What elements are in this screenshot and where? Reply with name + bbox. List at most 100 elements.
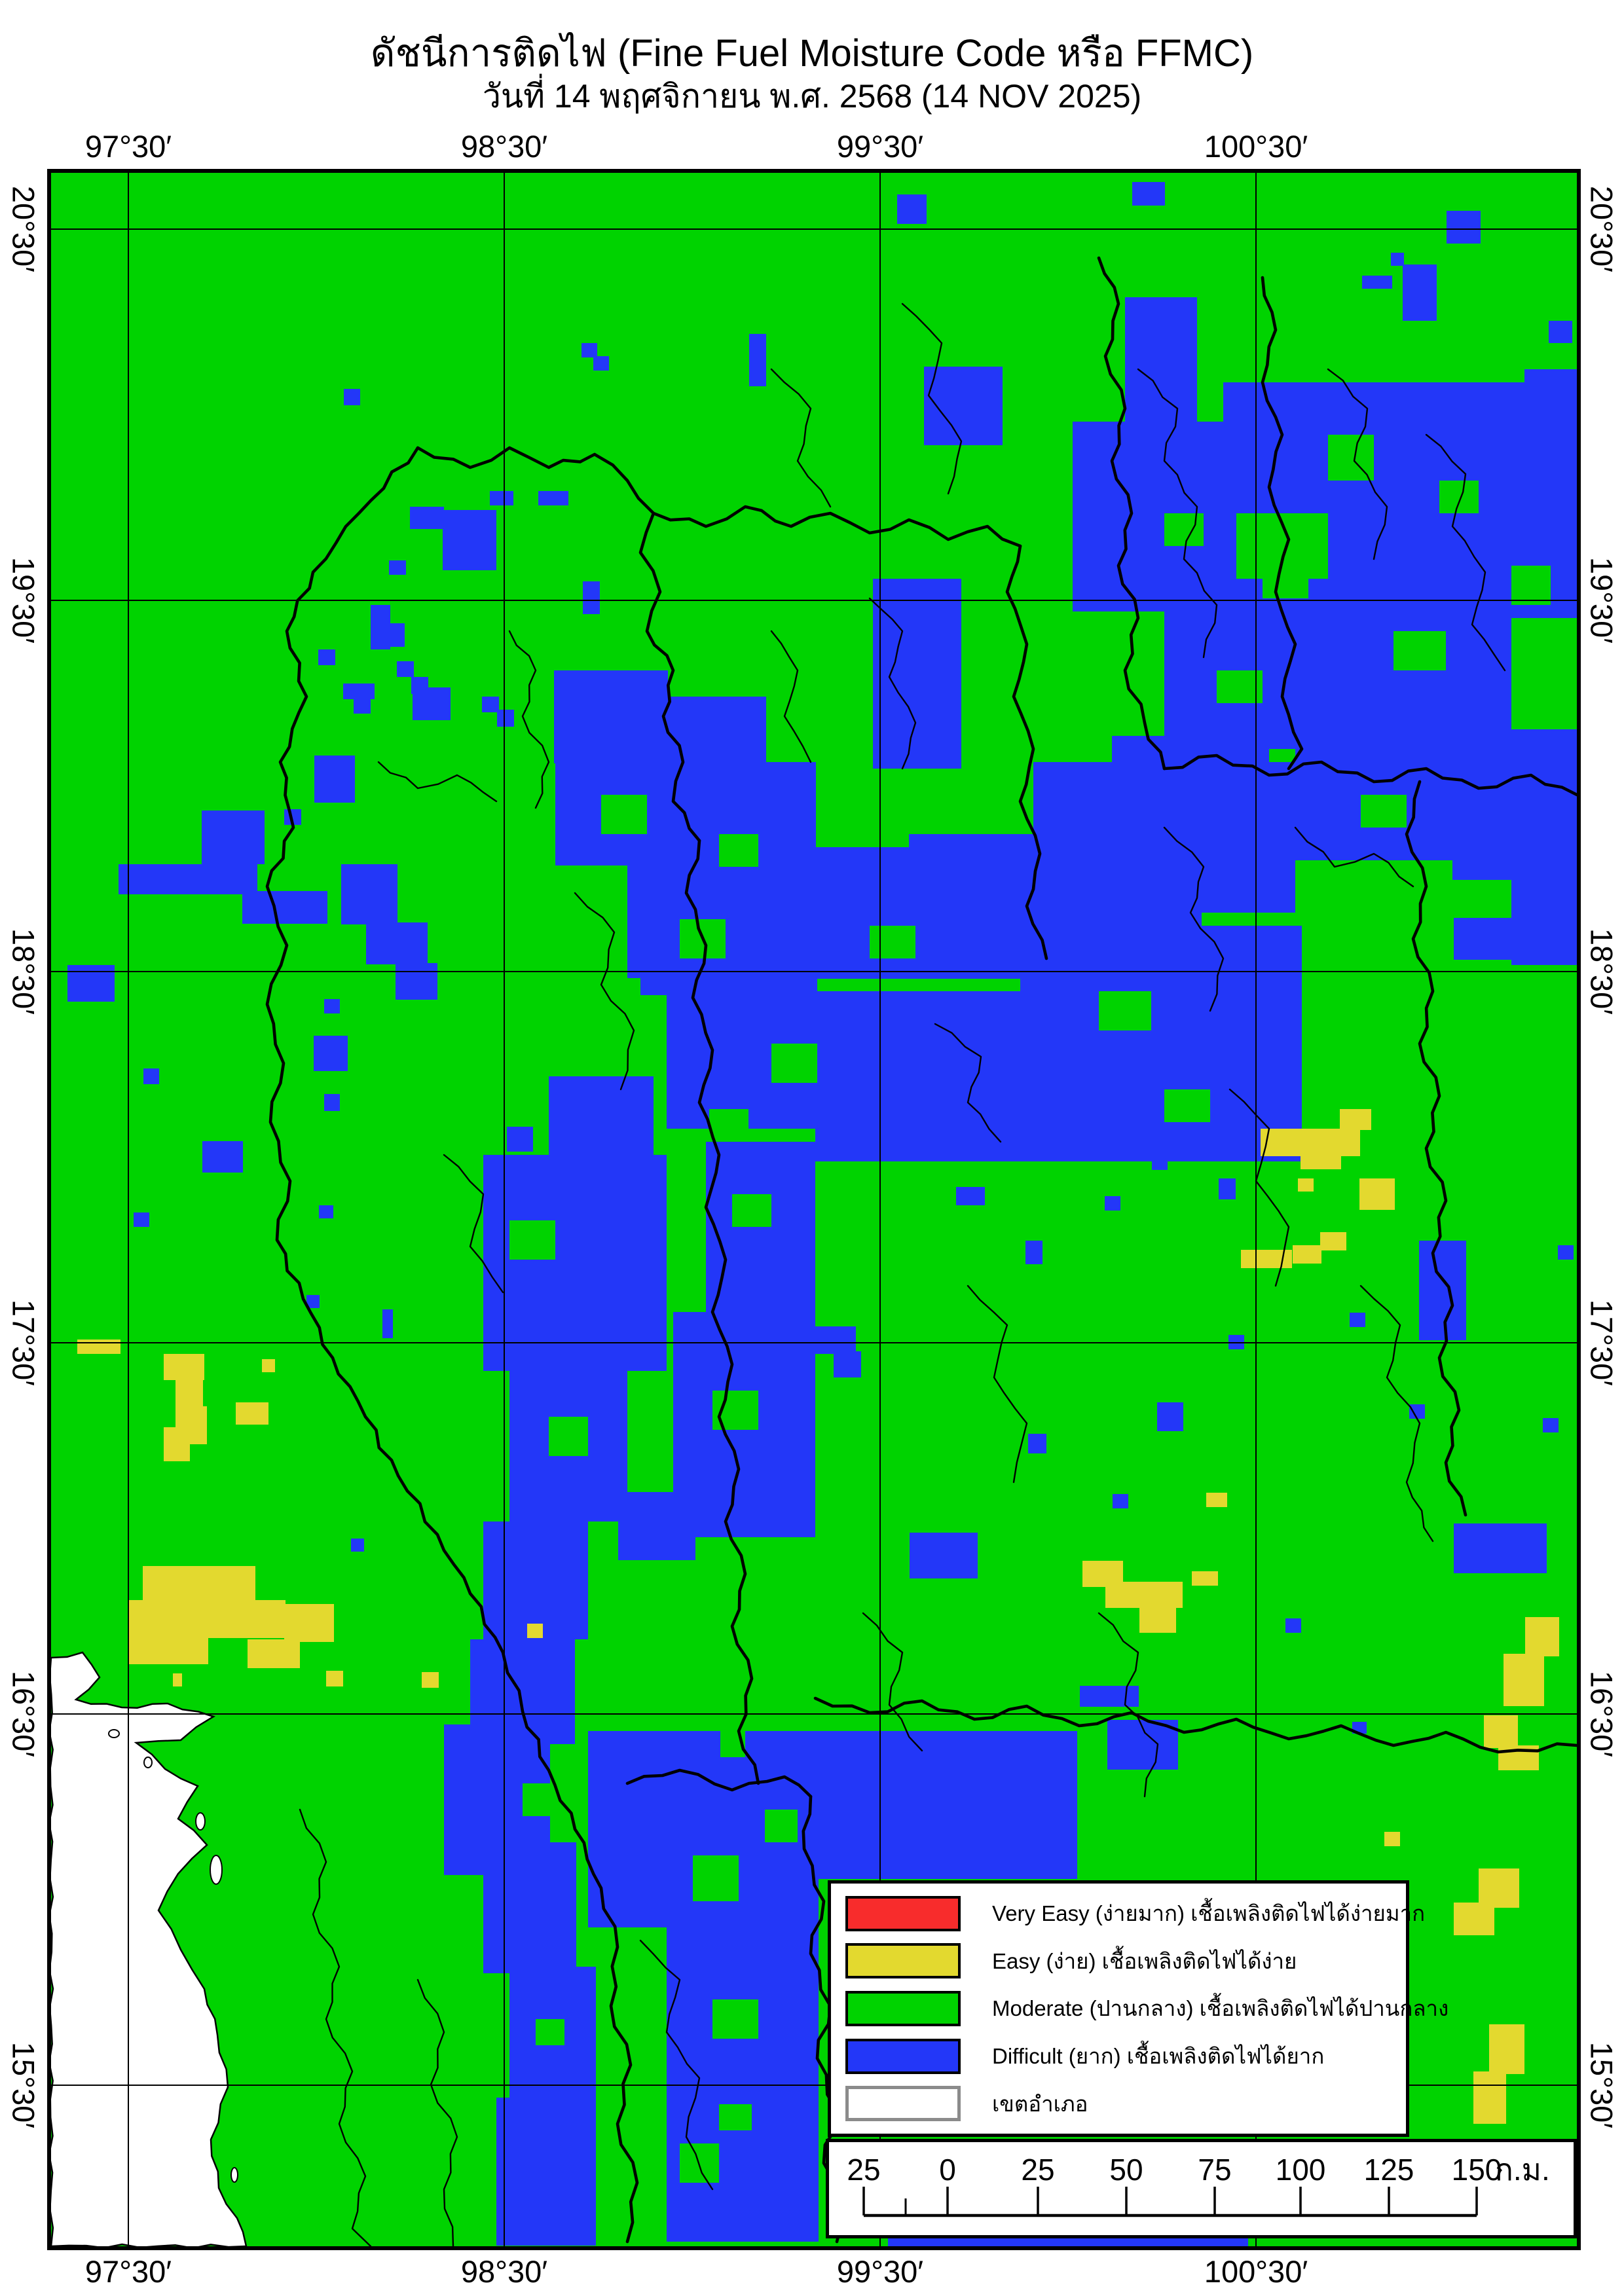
easy-cell	[208, 1600, 286, 1638]
legend-row-easy: Easy (ง่าย) เชื้อเพลิงติดไฟได้ง่าย	[831, 1943, 1406, 1979]
difficult-cell	[549, 1076, 654, 1168]
easy-cell	[1301, 1151, 1341, 1169]
easy-cell	[1105, 1582, 1183, 1608]
island	[231, 2167, 238, 2183]
island	[143, 1757, 153, 1768]
easy-cell	[1298, 1178, 1314, 1192]
difficult-cell	[1454, 1523, 1547, 1573]
difficult-cell	[371, 605, 390, 649]
difficult-cell	[143, 1068, 159, 1084]
easy-cell	[77, 1339, 120, 1354]
easy-swatch-icon	[845, 1943, 961, 1979]
difficult-cell	[1447, 211, 1481, 244]
difficult-cell	[483, 1842, 576, 1973]
island	[210, 1855, 223, 1885]
difficult-cell	[67, 965, 115, 1002]
page-title: ดัชนีการติดไฟ (Fine Fuel Moisture Code ห…	[370, 32, 1254, 75]
district-boundary	[639, 1939, 714, 2191]
easy-cell	[164, 1427, 190, 1461]
difficult-cell	[640, 864, 817, 995]
difficult-cell	[388, 623, 405, 647]
difficult-cell	[897, 194, 927, 224]
scale-tick-label-6: 125	[1364, 2153, 1414, 2187]
difficult-cell	[815, 1326, 856, 1354]
legend-row-district: เขตอำเภอ	[831, 2086, 1406, 2122]
province-boundary	[1405, 780, 1467, 1517]
difficult-cell	[583, 581, 600, 614]
easy-cell	[1206, 1493, 1227, 1507]
difficult-cell	[496, 2098, 596, 2246]
province-boundary	[1005, 544, 1048, 960]
difficult-cell	[1025, 1241, 1043, 1264]
difficult-cell	[618, 1492, 695, 1560]
difficult-cell	[1543, 1418, 1559, 1432]
axis-label-top-0: 97°30′	[84, 129, 172, 164]
axis-label-right-3: 17°30′	[1584, 1299, 1619, 1387]
moderate-cell	[771, 1044, 817, 1083]
district-boundary	[868, 597, 917, 770]
district-boundary	[416, 1978, 458, 2246]
district-boundary	[1098, 1612, 1159, 1798]
difficult-cell	[538, 491, 568, 505]
difficult-cell	[1223, 382, 1577, 513]
axis-label-right-1: 19°30′	[1584, 556, 1619, 644]
difficult-cell	[242, 891, 327, 924]
easy-cell	[1479, 1868, 1519, 1908]
difficult-cell	[410, 507, 444, 529]
axis-label-left-4: 16°30′	[6, 1670, 41, 1758]
easy-cell	[1384, 1832, 1400, 1846]
difficult-cell	[324, 999, 340, 1013]
district-boundary	[901, 302, 963, 495]
scale-tick-label-5: 100	[1276, 2153, 1326, 2187]
difficult-cell	[1020, 926, 1302, 1161]
easy-cell	[1504, 1654, 1544, 1706]
moderate-cell	[1393, 631, 1446, 670]
axis-label-top-2: 99°30′	[836, 129, 924, 164]
province-boundary	[265, 446, 639, 2244]
easy-cell	[422, 1672, 439, 1688]
axis-label-bottom-3: 100°30′	[1204, 2254, 1308, 2289]
district-boundary	[770, 630, 812, 763]
island	[108, 1729, 120, 1738]
difficult-cell	[134, 1212, 149, 1227]
axis-label-right-4: 16°30′	[1584, 1670, 1619, 1758]
district-boundary	[508, 630, 550, 809]
difficult-cell	[873, 579, 961, 769]
difficult-cell	[314, 1036, 348, 1071]
easy-cell	[326, 1671, 343, 1686]
difficult-cell	[341, 864, 397, 924]
scale-tick-label-3: 50	[1109, 2153, 1143, 2187]
difficult-cell	[834, 1351, 861, 1377]
legend-label-difficult: Difficult (ยาก) เชื้อเพลิงติดไฟได้ยาก	[992, 2044, 1325, 2069]
province-boundary	[652, 505, 1022, 548]
district-boundary	[1327, 368, 1388, 560]
legend-label-district: เขตอำเภอ	[992, 2091, 1088, 2116]
scale-tick-label-0: 25	[847, 2153, 880, 2187]
axis-label-left-2: 18°30′	[6, 928, 41, 1015]
province-boundary	[416, 446, 701, 843]
difficult-cell	[1221, 878, 1261, 905]
scale-tick-label-7: 150	[1452, 2153, 1502, 2187]
difficult-cell	[354, 698, 371, 714]
moderate-cell	[870, 926, 915, 958]
axis-label-left-5: 15°30′	[6, 2041, 41, 2129]
moderate-cell	[523, 1783, 555, 1816]
district-boundary	[770, 368, 832, 508]
district-boundary	[967, 1285, 1028, 1484]
easy-cell	[1139, 1608, 1176, 1633]
district-boundary	[1359, 1285, 1434, 1542]
difficult-cell	[490, 491, 513, 505]
moderate-cell	[536, 2019, 564, 2045]
sea	[51, 1651, 248, 2246]
moderate-cell	[1164, 1089, 1210, 1122]
difficult-cell	[815, 1731, 1077, 1879]
scale-bar: 25 0 25 50 75 100 125 150 ก.ม.	[826, 2139, 1577, 2238]
difficult-cell	[888, 2238, 1248, 2246]
district-boundary	[1425, 433, 1506, 672]
axis-label-bottom-0: 97°30′	[84, 2254, 172, 2289]
axis-label-top-3: 100°30′	[1204, 129, 1308, 164]
moderate-cell	[601, 795, 647, 834]
difficult-cell	[413, 687, 451, 720]
difficult-cell	[593, 356, 609, 371]
moderate-cell	[509, 1220, 555, 1260]
